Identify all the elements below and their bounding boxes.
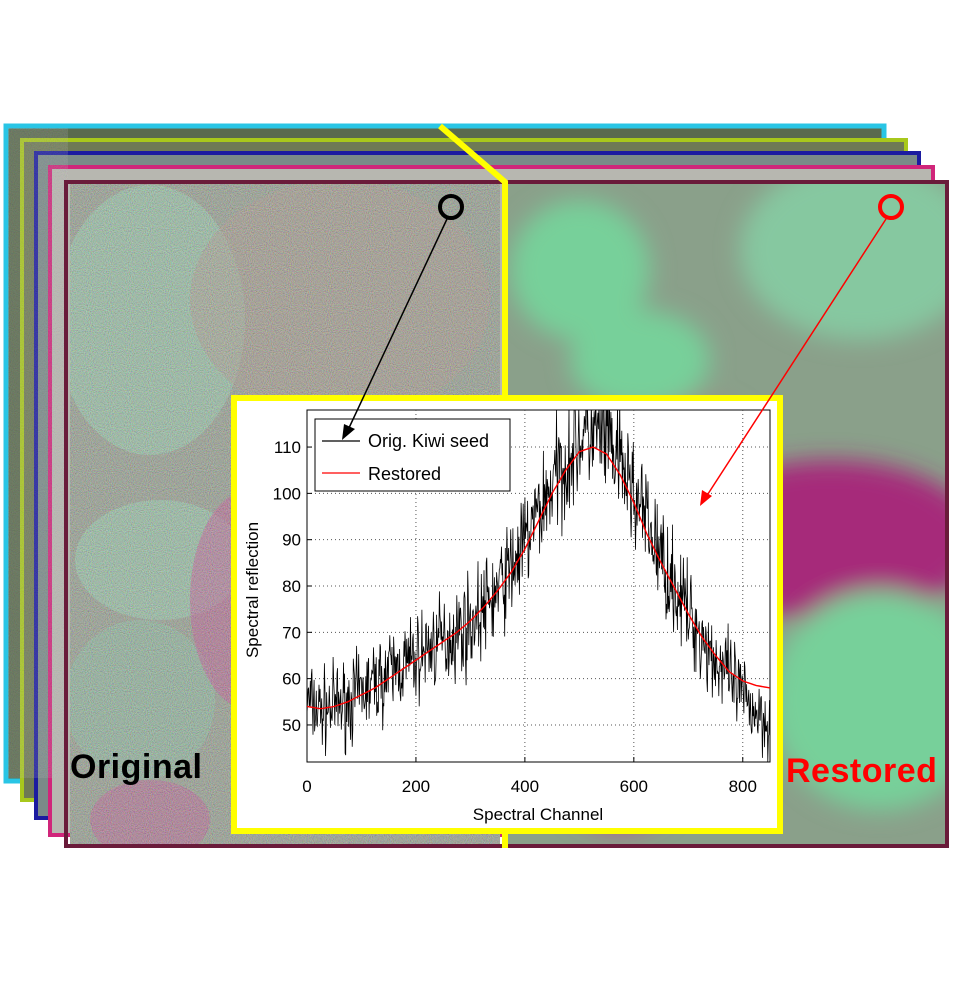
y-tick-label: 50 [282, 716, 301, 735]
series-layer [307, 410, 770, 762]
original-pixel-marker [438, 194, 464, 220]
x-tick-label: 200 [402, 777, 430, 796]
y-tick-label: 60 [282, 670, 301, 689]
restored-pixel-marker [878, 194, 904, 220]
x-axis-label: Spectral Channel [473, 805, 603, 824]
noise-strip [8, 128, 68, 778]
restored-arrow-line [705, 218, 887, 498]
gridlines [307, 410, 770, 762]
restored-arrow-head [700, 490, 712, 506]
legend-label-original: Orig. Kiwi seed [368, 431, 489, 451]
y-tick-label: 110 [274, 438, 301, 457]
original-arrow-head [342, 424, 355, 440]
x-tick-label: 600 [620, 777, 648, 796]
x-tick-label: 0 [302, 777, 311, 796]
x-tick-label: 800 [729, 777, 757, 796]
x-ticks: 0 200 400 600 800 [302, 757, 757, 796]
legend-label-restored: Restored [368, 464, 441, 484]
series-line-0 [307, 410, 770, 762]
series-line-1 [307, 446, 770, 710]
y-tick-label: 90 [282, 531, 301, 550]
x-tick-label: 400 [511, 777, 539, 796]
original-arrow-line [347, 218, 448, 431]
y-tick-label: 100 [273, 484, 301, 503]
y-axis-label: Spectral reflection [243, 522, 262, 658]
y-tick-label: 80 [282, 577, 301, 596]
restored-label: Restored [786, 752, 938, 790]
y-tick-label: 70 [282, 623, 301, 642]
original-label: Original [70, 748, 203, 786]
y-ticks: 50 60 70 80 90 100 110 [273, 438, 312, 735]
